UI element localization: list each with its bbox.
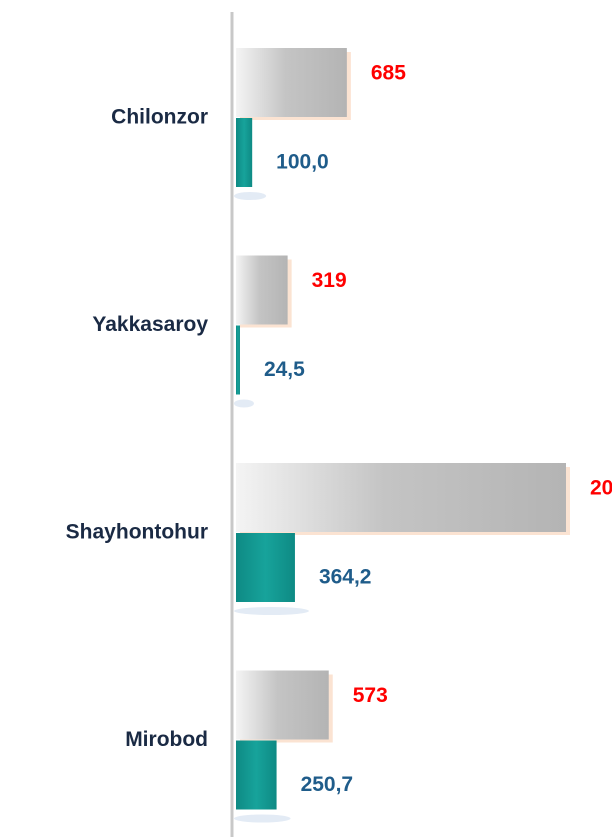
bar-shadow <box>234 192 267 200</box>
category-label: Yakkasaroy <box>92 313 208 336</box>
bar-shadow <box>233 814 291 823</box>
bar <box>236 48 347 117</box>
bar <box>236 325 240 395</box>
category-label: Chilonzor <box>111 106 208 129</box>
value-label: 685 <box>371 62 406 85</box>
category-label: Shayhontohur <box>66 521 208 544</box>
category-label: Mirobod <box>125 728 208 751</box>
value-label: 250,7 <box>301 773 354 796</box>
bar <box>236 740 277 810</box>
value-label: 319 <box>312 269 347 292</box>
bar <box>236 670 329 740</box>
value-label: 2039 <box>590 477 612 500</box>
value-label: 100,0 <box>276 151 329 174</box>
bar <box>236 463 566 532</box>
bar <box>236 255 288 325</box>
value-label: 24,5 <box>264 358 305 381</box>
value-label: 573 <box>353 684 388 707</box>
value-label: 364,2 <box>319 566 372 589</box>
bar-shadow <box>234 607 309 615</box>
bar <box>236 118 253 187</box>
bar <box>236 533 295 602</box>
bar-shadow <box>234 399 254 408</box>
